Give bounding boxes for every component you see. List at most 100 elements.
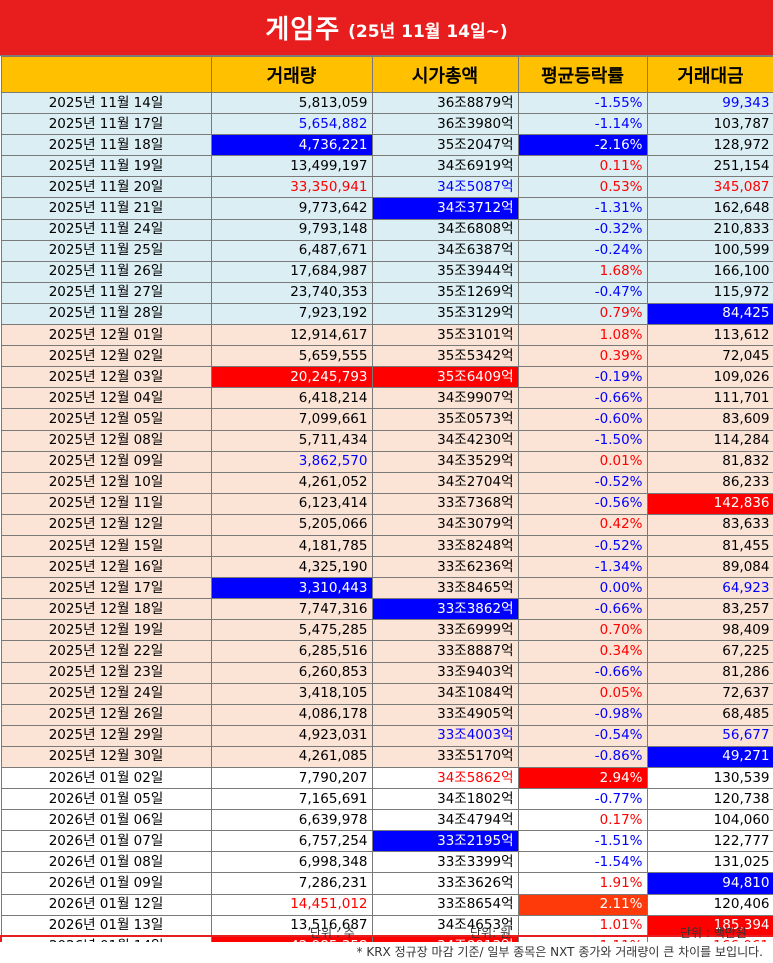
table-row: 2026년 01월 13일 13,516,687 34조4653억 1.01% 185,… (0, 914, 773, 937)
cell-date: 2025년 12월 24일 (0, 682, 212, 705)
header-trading-value: 거래대금 (646, 56, 773, 93)
cell-market-cap: 34조4794억 (371, 809, 519, 832)
cell-avg-change: -1.50% (517, 429, 648, 452)
cell-volume: 4,181,785 (210, 534, 373, 558)
cell-volume: 4,923,031 (210, 724, 373, 747)
table-row: 2025년 12월 12일 5,205,066 34조3079억 0.42% 83,63… (0, 513, 773, 536)
cell-date: 2025년 11월 25일 (0, 239, 212, 262)
header-avg-change: 평균등락률 (517, 56, 648, 93)
cell-volume: 5,813,059 (210, 91, 373, 115)
cell-avg-change: -0.66% (517, 661, 648, 684)
cell-date: 2025년 12월 26일 (0, 703, 212, 726)
cell-avg-change: -1.34% (517, 556, 648, 579)
table-row: 2025년 11월 14일 5,813,059 36조8879억 -1.55% 99,3… (0, 91, 773, 115)
table-row: 2025년 12월 24일 3,418,105 34조1084억 0.05% 72,63… (0, 682, 773, 705)
table-row: 2025년 12월 18일 7,747,316 33조3862억 -0.66% 83,2… (0, 598, 773, 621)
unit-market-cap: 단위: 원 (470, 926, 511, 940)
cell-market-cap: 35조1269억 (371, 281, 519, 304)
cell-volume: 6,757,254 (210, 830, 373, 853)
table-row: 2025년 11월 25일 6,487,671 34조6387억 -0.24% 100,… (0, 239, 773, 262)
cell-avg-change: 1.08% (517, 324, 648, 347)
cell-date: 2025년 12월 29일 (0, 724, 212, 747)
cell-volume: 20,245,793 (210, 366, 373, 389)
cell-trading-value: 109,026 (646, 366, 773, 389)
cell-date: 2026년 01월 09일 (0, 872, 212, 895)
cell-date: 2026년 01월 07일 (0, 830, 212, 853)
cell-trading-value: 67,225 (646, 640, 773, 663)
cell-market-cap: 34조1084억 (371, 682, 519, 705)
cell-avg-change: 0.70% (517, 619, 648, 642)
cell-date: 2025년 11월 24일 (0, 218, 212, 241)
table-row: 2025년 12월 11일 6,123,414 33조7368억 -0.56% 142,… (0, 492, 773, 515)
cell-avg-change: -1.31% (517, 197, 648, 220)
cell-volume: 9,793,148 (210, 218, 373, 241)
cell-volume: 7,286,231 (210, 872, 373, 895)
cell-volume: 5,205,066 (210, 513, 373, 536)
footnote: * KRX 정규장 마감 기준/ 일부 종목은 NXT 종가와 거래량이 큰 차… (0, 942, 773, 963)
cell-trading-value: 115,972 (646, 281, 773, 304)
table-row: 2026년 01월 09일 7,286,231 33조3626억 1.91% 94,81… (0, 872, 773, 895)
cell-market-cap: 36조3980억 (371, 113, 519, 136)
cell-market-cap: 34조6387억 (371, 239, 519, 262)
cell-trading-value: 185,394 (646, 914, 773, 937)
table-row: 2026년 01월 05일 7,165,691 34조1802억 -0.77% 120,… (0, 788, 773, 811)
cell-date: 2025년 12월 02일 (0, 345, 212, 368)
cell-market-cap: 34조2704억 (371, 471, 519, 494)
table-row: 2025년 11월 18일 4,736,221 35조2047억 -2.16% 128,… (0, 134, 773, 157)
cell-avg-change: 0.05% (517, 682, 648, 705)
cell-date: 2025년 12월 12일 (0, 513, 212, 536)
header-market-cap: 시가총액 (371, 56, 519, 93)
cell-volume: 3,862,570 (210, 450, 373, 473)
cell-trading-value: 103,787 (646, 113, 773, 136)
cell-avg-change: -2.16% (517, 134, 648, 157)
cell-avg-change: -1.55% (517, 91, 648, 115)
cell-avg-change: 0.17% (517, 809, 648, 832)
cell-avg-change: 2.11% (517, 893, 648, 916)
cell-avg-change: -0.60% (517, 408, 648, 431)
table-row: 2025년 11월 24일 9,793,148 34조6808억 -0.32% 210,… (0, 218, 773, 241)
table-row: 2025년 12월 29일 4,923,031 33조4003억 -0.54% 56,6… (0, 724, 773, 747)
cell-trading-value: 130,539 (646, 766, 773, 790)
cell-volume: 14,451,012 (210, 893, 373, 916)
table-body: 2025년 11월 14일 5,813,059 36조8879억 -1.55% 99,3… (0, 91, 773, 959)
cell-date: 2025년 12월 01일 (0, 324, 212, 347)
cell-date: 2025년 12월 22일 (0, 640, 212, 663)
cell-date: 2025년 12월 10일 (0, 471, 212, 494)
table-row: 2026년 01월 06일 6,639,978 34조4794억 0.17% 104,0… (0, 809, 773, 832)
cell-market-cap: 33조4003억 (371, 724, 519, 747)
cell-trading-value: 128,972 (646, 134, 773, 157)
table-row: 2025년 12월 16일 4,325,190 33조6236억 -1.34% 89,0… (0, 556, 773, 579)
cell-trading-value: 251,154 (646, 155, 773, 178)
table-row: 2025년 12월 23일 6,260,853 33조9403억 -0.66% 81,2… (0, 661, 773, 684)
cell-market-cap: 33조5170억 (371, 745, 519, 769)
cell-market-cap: 34조1802억 (371, 788, 519, 811)
cell-volume: 6,418,214 (210, 387, 373, 410)
cell-volume: 23,740,353 (210, 281, 373, 304)
cell-volume: 6,998,348 (210, 851, 373, 874)
cell-date: 2026년 01월 12일 (0, 893, 212, 916)
table-row: 2026년 01월 02일 7,790,207 34조5862억 2.94% 130,5… (0, 766, 773, 790)
cell-market-cap: 33조8248억 (371, 534, 519, 558)
table-row: 2025년 12월 08일 5,711,434 34조4230억 -1.50% 114,… (0, 429, 773, 452)
cell-volume: 12,914,617 (210, 324, 373, 347)
cell-market-cap: 34조4230억 (371, 429, 519, 452)
cell-avg-change: -0.52% (517, 471, 648, 494)
cell-avg-change: 0.53% (517, 176, 648, 199)
cell-avg-change: -0.66% (517, 387, 648, 410)
cell-volume: 4,261,085 (210, 745, 373, 769)
cell-avg-change: -0.66% (517, 598, 648, 621)
cell-trading-value: 86,233 (646, 471, 773, 494)
cell-market-cap: 35조5342억 (371, 345, 519, 368)
cell-volume: 9,773,642 (210, 197, 373, 220)
table-row: 2025년 11월 27일 23,740,353 35조1269억 -0.47% 115… (0, 281, 773, 304)
cell-volume: 7,790,207 (210, 766, 373, 790)
table-row: 2026년 01월 08일 6,998,348 33조3399억 -1.54% 131,… (0, 851, 773, 874)
cell-volume: 33,350,941 (210, 176, 373, 199)
cell-market-cap: 35조3129억 (371, 302, 519, 326)
cell-market-cap: 34조5087억 (371, 176, 519, 199)
table-row: 2026년 01월 12일 14,451,012 33조8654억 2.11% 120,… (0, 893, 773, 916)
cell-trading-value: 104,060 (646, 809, 773, 832)
cell-avg-change: 2.94% (517, 766, 648, 790)
cell-market-cap: 34조9907억 (371, 387, 519, 410)
cell-volume: 7,099,661 (210, 408, 373, 431)
